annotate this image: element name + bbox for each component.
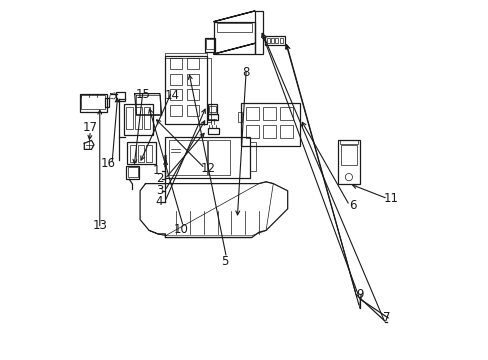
Text: 8: 8 — [242, 66, 249, 78]
Bar — [126, 107, 133, 129]
Bar — [241, 103, 300, 146]
Text: 5: 5 — [221, 255, 228, 268]
Text: 9: 9 — [355, 288, 363, 301]
Bar — [186, 58, 199, 69]
Bar — [206, 39, 213, 49]
Bar — [208, 140, 230, 175]
Text: 17: 17 — [83, 121, 98, 134]
Bar — [206, 58, 211, 122]
Text: 14: 14 — [164, 89, 179, 102]
Bar — [186, 89, 199, 100]
Bar — [135, 107, 141, 129]
Text: 13: 13 — [92, 219, 107, 232]
Bar — [279, 38, 282, 43]
Bar — [169, 74, 182, 85]
Text: 6: 6 — [348, 199, 356, 212]
Bar — [270, 38, 273, 43]
Bar — [340, 145, 356, 165]
Bar — [145, 145, 151, 162]
Bar — [337, 140, 359, 184]
Bar — [280, 107, 292, 120]
Bar — [186, 105, 199, 116]
Text: 10: 10 — [174, 223, 188, 236]
Text: 16: 16 — [101, 157, 116, 170]
Bar — [265, 36, 285, 45]
Bar — [263, 107, 275, 120]
Text: 3: 3 — [156, 184, 163, 197]
Bar — [217, 23, 251, 32]
Bar — [81, 95, 104, 109]
Bar — [163, 155, 166, 166]
Bar — [165, 137, 249, 178]
Bar — [130, 145, 136, 162]
Bar — [186, 74, 199, 85]
Bar — [165, 53, 206, 58]
Bar — [143, 107, 150, 129]
Text: 15: 15 — [135, 88, 150, 101]
Bar — [339, 140, 357, 144]
Text: 2: 2 — [156, 172, 163, 185]
Bar — [275, 38, 278, 43]
Bar — [204, 38, 215, 52]
Bar — [207, 114, 218, 120]
Text: 1: 1 — [152, 164, 160, 177]
Bar — [213, 22, 255, 54]
Text: 4: 4 — [156, 195, 163, 208]
Bar — [249, 142, 256, 171]
Bar — [127, 142, 156, 164]
Bar — [104, 98, 109, 107]
Bar — [138, 145, 143, 162]
Bar — [168, 140, 206, 175]
Text: 11: 11 — [383, 192, 398, 205]
Text: 7: 7 — [382, 311, 389, 324]
Bar — [245, 107, 258, 120]
Bar — [207, 128, 218, 134]
Bar — [80, 94, 106, 112]
Bar — [126, 166, 139, 179]
Text: 12: 12 — [200, 162, 215, 175]
Bar — [165, 56, 206, 124]
Bar — [255, 11, 262, 54]
Bar — [123, 104, 153, 135]
Bar — [238, 112, 242, 122]
Bar — [266, 38, 269, 43]
Bar — [169, 58, 182, 69]
Bar — [169, 89, 182, 100]
Bar — [169, 105, 182, 116]
Bar — [207, 104, 217, 114]
Bar — [127, 167, 137, 177]
Bar — [280, 125, 292, 138]
Bar — [209, 106, 215, 112]
Bar — [245, 125, 258, 138]
Bar — [263, 125, 275, 138]
Bar — [115, 92, 124, 101]
